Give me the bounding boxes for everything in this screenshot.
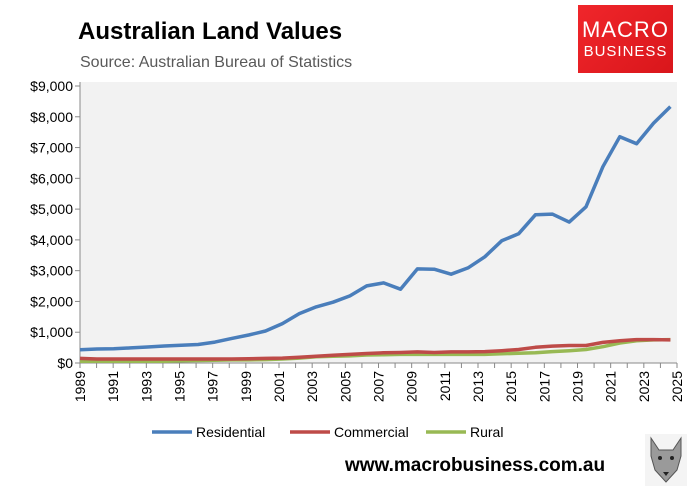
series-line-residential (79, 105, 672, 352)
x-tick-label: 2015 (503, 371, 519, 402)
x-tick-label: 2023 (636, 371, 652, 402)
y-tick-label: $8,000 (30, 109, 73, 125)
y-tick-label: $9,000 (30, 78, 73, 94)
x-tick-label: 1997 (205, 371, 221, 402)
x-tick-label: 1993 (138, 371, 154, 402)
x-tick-label: 1995 (172, 371, 188, 402)
series-line-commercial (79, 337, 671, 361)
website-url: www.macrobusiness.com.au (345, 455, 606, 476)
x-tick-label: 1989 (72, 371, 88, 402)
y-tick-label: $4,000 (30, 232, 73, 248)
logo-line1: MACRO (582, 17, 669, 42)
x-tick-label: 2005 (337, 371, 353, 402)
y-tick-label: $1,000 (30, 324, 73, 340)
legend-label-commercial: Commercial (334, 424, 409, 440)
y-tick-label: $6,000 (30, 170, 73, 186)
x-tick-label: 2013 (470, 371, 486, 402)
legend-label-residential: Residential (196, 424, 265, 440)
legend-label-rural: Rural (470, 424, 503, 440)
logo-line2: BUSINESS (583, 43, 668, 60)
x-tick-label: 1999 (238, 371, 254, 402)
x-tick-label: 2025 (669, 371, 685, 402)
x-tick-label: 2001 (271, 371, 287, 402)
x-tick-label: 2007 (371, 371, 387, 402)
chart-title: Australian Land Values (78, 18, 343, 45)
plot-area (80, 82, 677, 363)
chart-subtitle: Source: Australian Bureau of Statistics (80, 54, 353, 71)
x-tick-label: 2017 (536, 371, 552, 402)
x-tick-label: 1991 (105, 371, 121, 402)
x-tick-label: 2011 (437, 371, 453, 401)
y-tick-label: $0 (57, 355, 73, 371)
y-tick-label: $7,000 (30, 140, 73, 156)
y-tick-label: $5,000 (30, 201, 73, 217)
x-tick-label: 2009 (404, 371, 420, 402)
macrobusiness-logo: MACRO BUSINESS (578, 5, 673, 73)
x-tick-label: 2019 (570, 371, 586, 402)
x-tick-label: 2021 (603, 371, 619, 402)
y-tick-label: $2,000 (30, 293, 73, 309)
y-tick-label: $3,000 (30, 263, 73, 279)
wolf-head-icon (645, 434, 687, 486)
x-tick-label: 2003 (304, 371, 320, 402)
